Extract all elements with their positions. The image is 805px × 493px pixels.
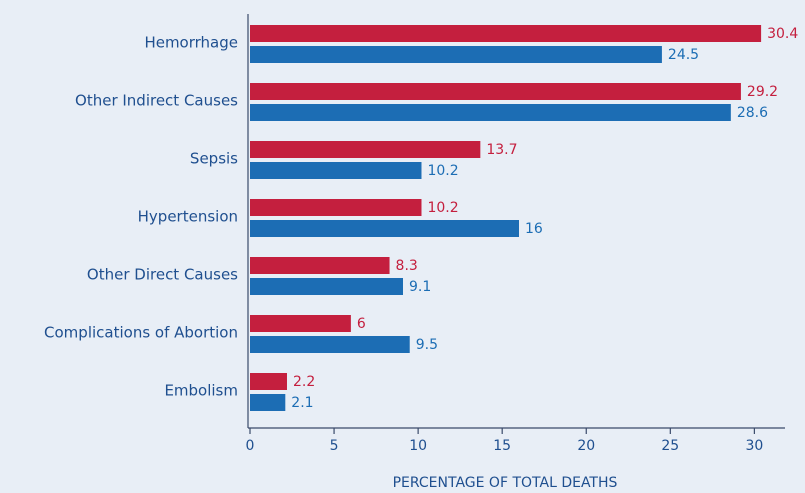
y-tick-label: Hemorrhage [144, 34, 238, 52]
y-tick-label: Other Direct Causes [87, 266, 238, 284]
data-label: 9.1 [409, 279, 431, 295]
bar [250, 25, 762, 42]
y-tick-label: Hypertension [138, 208, 238, 226]
x-tick-label: 25 [661, 438, 679, 454]
bar [250, 162, 422, 179]
data-label: 30.4 [767, 26, 798, 42]
y-tick-label: Embolism [164, 382, 238, 400]
bar [250, 83, 741, 100]
data-label: 2.1 [291, 395, 313, 411]
bar [250, 199, 422, 216]
data-label: 2.2 [293, 374, 315, 390]
bar [250, 315, 351, 332]
data-label: 10.2 [427, 163, 458, 179]
bar [250, 278, 403, 295]
data-label: 9.5 [416, 337, 438, 353]
x-tick-label: 30 [745, 438, 763, 454]
y-tick-label: Other Indirect Causes [75, 92, 238, 110]
x-tick-label: 10 [409, 438, 427, 454]
data-label: 29.2 [747, 84, 778, 100]
bar [250, 394, 286, 411]
data-label: 6 [357, 316, 366, 332]
x-tick-label: 15 [493, 438, 511, 454]
data-label: 13.7 [486, 142, 517, 158]
bar [250, 104, 731, 121]
data-label: 28.6 [737, 105, 768, 121]
bar [250, 46, 662, 63]
y-tick-label: Complications of Abortion [44, 324, 238, 342]
bar [250, 220, 519, 237]
x-tick-label: 20 [577, 438, 595, 454]
data-label: 24.5 [668, 47, 699, 63]
x-tick-label: 0 [246, 438, 255, 454]
data-label: 16 [525, 221, 543, 237]
data-label: 10.2 [427, 200, 458, 216]
y-tick-label: Sepsis [190, 150, 238, 168]
bar [250, 336, 410, 353]
x-tick-label: 5 [330, 438, 339, 454]
bar [250, 257, 390, 274]
data-label: 8.3 [396, 258, 418, 274]
bar [250, 141, 481, 158]
x-axis-title: PERCENTAGE OF TOTAL DEATHS [393, 475, 618, 491]
bar [250, 373, 287, 390]
